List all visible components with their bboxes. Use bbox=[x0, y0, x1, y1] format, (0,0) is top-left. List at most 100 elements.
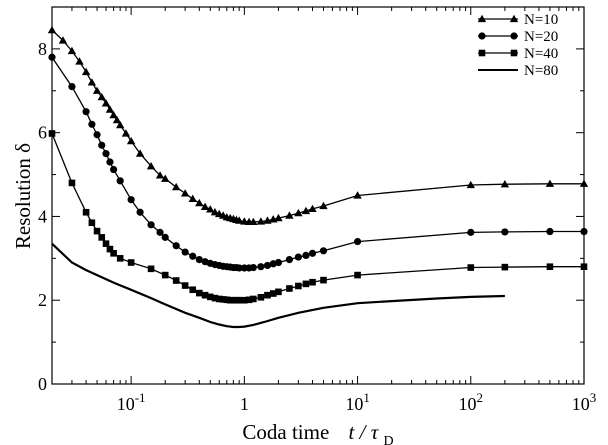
circle-marker bbox=[147, 221, 155, 229]
square-marker bbox=[235, 296, 243, 304]
square-marker bbox=[48, 130, 56, 137]
square-marker bbox=[106, 245, 114, 253]
circle-marker bbox=[478, 32, 486, 40]
x-tick-base: 10 bbox=[572, 394, 590, 414]
circle-marker bbox=[48, 53, 56, 61]
triangle-marker bbox=[146, 161, 156, 170]
triangle-marker bbox=[105, 105, 115, 113]
triangle-marker bbox=[115, 120, 125, 129]
circle-marker bbox=[102, 150, 110, 158]
triangle-marker bbox=[81, 67, 91, 76]
series-n-80 bbox=[51, 242, 505, 329]
x-tick-base: 1 bbox=[240, 394, 249, 414]
circle-marker bbox=[116, 177, 124, 185]
y-tick-label: 8 bbox=[38, 39, 47, 59]
triangle-marker bbox=[112, 115, 122, 124]
x-tick-exponent: 1 bbox=[363, 390, 370, 405]
series-line bbox=[51, 29, 584, 223]
x-axis-label-symbol: t / τ bbox=[349, 420, 380, 444]
square-marker bbox=[320, 276, 327, 284]
triangle-marker bbox=[58, 36, 68, 44]
square-marker bbox=[211, 294, 219, 302]
circle-marker bbox=[274, 258, 283, 267]
circle-marker bbox=[127, 196, 135, 204]
circle-marker bbox=[82, 108, 90, 116]
square-marker bbox=[546, 263, 554, 271]
legend: N=10N=20N=40N=80 bbox=[477, 12, 558, 79]
triangle-marker bbox=[294, 208, 303, 217]
circle-marker bbox=[263, 261, 272, 270]
circle-marker bbox=[172, 242, 180, 250]
triangle-marker bbox=[319, 201, 328, 210]
circle-marker bbox=[181, 248, 189, 256]
square-marker bbox=[250, 295, 257, 303]
triangle-marker bbox=[161, 174, 170, 182]
x-tick-base: 10 bbox=[345, 394, 363, 414]
y-tick-label: 4 bbox=[38, 206, 47, 226]
x-tick-label: 1 bbox=[240, 394, 249, 414]
circle-marker bbox=[136, 208, 144, 216]
triangle-marker bbox=[256, 217, 266, 225]
triangle-marker bbox=[579, 179, 589, 187]
circle-marker bbox=[467, 228, 475, 236]
x-tick-exponent: -1 bbox=[135, 390, 146, 405]
series-n-40 bbox=[48, 130, 588, 304]
triangle-marker bbox=[285, 211, 294, 219]
series-line bbox=[51, 133, 584, 301]
x-tick-label: 101 bbox=[345, 390, 370, 414]
triangle-marker bbox=[466, 180, 475, 189]
circle-marker bbox=[195, 255, 203, 264]
circle-marker bbox=[249, 263, 257, 272]
square-marker bbox=[309, 278, 316, 286]
circle-marker bbox=[88, 120, 96, 128]
triangle-marker bbox=[121, 129, 131, 137]
circle-marker bbox=[319, 247, 328, 255]
series-line bbox=[51, 56, 584, 269]
triangle-marker bbox=[206, 205, 215, 213]
square-marker bbox=[286, 285, 293, 292]
x-axis-label-subscript: D bbox=[383, 434, 393, 445]
square-marker bbox=[269, 290, 277, 297]
triangle-marker bbox=[195, 198, 204, 207]
square-marker bbox=[93, 227, 101, 235]
legend-label: N=80 bbox=[524, 63, 558, 79]
square-marker bbox=[264, 291, 271, 299]
square-marker bbox=[257, 293, 265, 301]
triangle-marker bbox=[135, 149, 145, 157]
legend-label: N=20 bbox=[524, 29, 558, 45]
circle-marker bbox=[580, 227, 588, 236]
circle-marker bbox=[235, 264, 243, 272]
circle-marker bbox=[308, 249, 317, 257]
square-marker bbox=[189, 286, 197, 294]
circle-marker bbox=[353, 237, 362, 246]
triangle-marker bbox=[188, 194, 197, 203]
square-marker bbox=[98, 234, 106, 241]
y-tick-label: 2 bbox=[38, 290, 47, 310]
triangle-marker bbox=[301, 206, 311, 215]
square-marker bbox=[295, 282, 302, 290]
circle-marker bbox=[510, 32, 518, 40]
triangle-marker bbox=[500, 179, 510, 188]
square-marker bbox=[219, 296, 227, 303]
circle-marker bbox=[257, 263, 265, 271]
y-tick-label: 0 bbox=[38, 374, 47, 394]
x-tick-label: 102 bbox=[459, 390, 484, 414]
square-marker bbox=[147, 265, 155, 273]
x-tick-label: 103 bbox=[572, 390, 597, 414]
circle-marker bbox=[546, 227, 554, 236]
x-tick-label: 10-1 bbox=[117, 390, 146, 414]
triangle-marker bbox=[75, 57, 84, 65]
x-tick-base: 10 bbox=[117, 394, 135, 414]
triangle-marker bbox=[249, 217, 258, 226]
x-axis-label-text: Coda time bbox=[242, 420, 329, 444]
square-marker bbox=[181, 282, 189, 289]
square-marker bbox=[241, 296, 248, 304]
square-marker bbox=[510, 49, 518, 57]
triangle-marker bbox=[126, 136, 136, 145]
square-marker bbox=[354, 271, 361, 279]
circle-marker bbox=[98, 141, 106, 149]
square-marker bbox=[215, 295, 223, 303]
square-marker bbox=[82, 208, 90, 216]
triangle-marker bbox=[109, 110, 118, 119]
